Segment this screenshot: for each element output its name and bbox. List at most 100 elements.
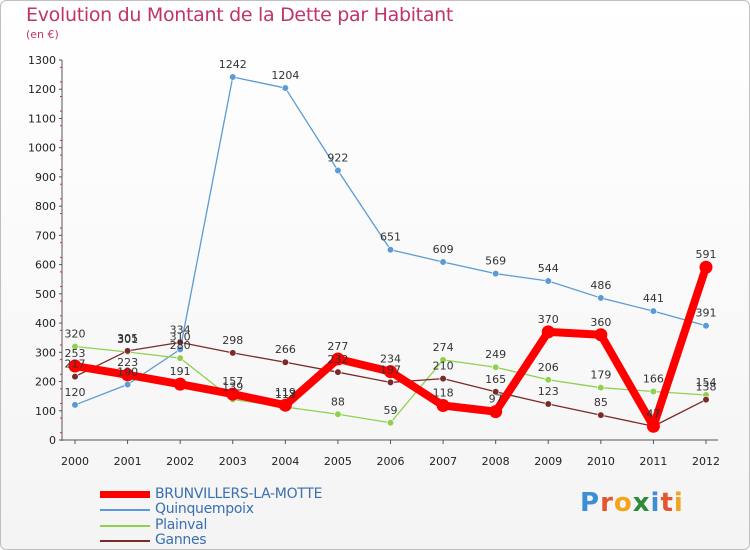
data-label: 223 <box>117 356 138 369</box>
data-label: 1242 <box>219 58 247 71</box>
data-label: 249 <box>485 348 506 361</box>
data-point <box>334 166 342 175</box>
data-label: 179 <box>590 369 611 382</box>
x-tick-label: 2012 <box>692 455 720 468</box>
x-tick-label: 2008 <box>482 455 510 468</box>
x-tick-label: 2001 <box>114 455 142 468</box>
x-tick-label: 2005 <box>324 455 352 468</box>
data-label: 157 <box>222 375 243 388</box>
y-tick-label: 1000 <box>28 142 56 155</box>
data-label: 334 <box>170 323 191 336</box>
data-point <box>386 419 395 427</box>
chart-subtitle: (en €) <box>26 28 59 41</box>
data-label: 154 <box>696 376 717 389</box>
logo-letter: i <box>650 488 661 518</box>
data-label: 217 <box>65 358 86 371</box>
data-point <box>649 387 658 396</box>
data-point <box>436 399 450 413</box>
data-label: 206 <box>538 361 559 374</box>
data-label: 360 <box>590 316 611 329</box>
data-label: 253 <box>65 347 86 360</box>
data-point <box>331 352 345 366</box>
logo-letter: x <box>632 488 651 518</box>
data-point <box>278 398 292 412</box>
data-label: 232 <box>327 353 348 366</box>
data-label: 305 <box>117 332 138 345</box>
data-point <box>439 258 447 266</box>
data-label: 370 <box>538 313 559 326</box>
data-point <box>489 405 503 419</box>
y-tick-label: 200 <box>35 376 56 389</box>
data-label: 139 <box>222 380 243 393</box>
data-point <box>123 347 132 355</box>
data-label: 166 <box>643 372 664 385</box>
y-tick-label: 0 <box>49 434 56 447</box>
data-point <box>541 325 555 339</box>
data-point <box>229 349 237 357</box>
data-label: 298 <box>222 334 243 347</box>
data-label: 544 <box>538 262 559 275</box>
logo-letter: t <box>660 488 674 518</box>
data-point <box>68 359 82 373</box>
data-point <box>649 307 658 315</box>
data-label: 197 <box>380 363 401 376</box>
data-label: 47 <box>646 407 660 420</box>
data-label: 190 <box>117 365 138 378</box>
data-point <box>492 270 500 278</box>
y-tick-label: 1100 <box>28 112 56 125</box>
data-point <box>226 387 240 401</box>
data-label: 609 <box>433 243 454 256</box>
logo-letter: P <box>580 488 601 518</box>
data-label: 97 <box>489 393 503 406</box>
y-tick-label: 800 <box>35 200 56 213</box>
x-tick-label: 2004 <box>271 455 299 468</box>
logo-letter: o <box>613 488 633 518</box>
y-tick-label: 700 <box>35 229 56 242</box>
data-point <box>702 396 710 404</box>
data-point <box>646 419 660 433</box>
proxiti-logo: Proxiti <box>580 488 684 518</box>
data-point <box>123 380 132 389</box>
data-label: 85 <box>594 396 608 409</box>
data-label: 569 <box>485 255 506 268</box>
x-tick-label: 2009 <box>534 455 562 468</box>
data-point <box>176 354 184 362</box>
data-label: 320 <box>65 327 86 340</box>
data-label: 301 <box>117 333 138 346</box>
data-label: 1204 <box>271 69 299 82</box>
data-point <box>176 345 184 353</box>
data-point <box>71 342 79 351</box>
data-label: 88 <box>331 395 345 408</box>
data-point <box>334 410 342 418</box>
data-point <box>594 328 608 342</box>
x-tick-label: 2003 <box>219 455 247 468</box>
y-tick-label: 1200 <box>28 83 56 96</box>
data-point <box>71 372 79 381</box>
x-tick-label: 2006 <box>377 455 405 468</box>
legend-swatch <box>100 491 150 498</box>
y-tick-label: 500 <box>35 288 56 301</box>
data-point <box>281 84 289 92</box>
data-point <box>597 294 605 302</box>
data-label: 280 <box>170 339 191 352</box>
data-point <box>439 375 447 383</box>
data-point <box>71 401 79 409</box>
legend-label: Quinquempoix <box>155 501 254 517</box>
data-label: 310 <box>170 330 191 343</box>
data-label: 113 <box>275 388 296 401</box>
y-tick-label: 400 <box>35 317 56 330</box>
legend-swatch <box>100 525 150 527</box>
data-label: 234 <box>380 353 401 366</box>
x-tick-label: 2002 <box>166 455 194 468</box>
x-tick-label: 2010 <box>587 455 615 468</box>
chart-title: Evolution du Montant de la Dette par Hab… <box>26 4 454 26</box>
data-label: 165 <box>485 373 506 386</box>
data-point <box>173 377 187 391</box>
data-label: 59 <box>384 404 398 417</box>
data-point <box>384 365 397 379</box>
data-label: 123 <box>538 385 559 398</box>
line-chart: 0 100 200 300 400 500 600 700 800 900 1000 1100 1200… <box>28 54 720 468</box>
y-tick-label: 600 <box>35 259 56 272</box>
data-label: 118 <box>433 387 454 400</box>
data-label: 210 <box>433 360 454 373</box>
